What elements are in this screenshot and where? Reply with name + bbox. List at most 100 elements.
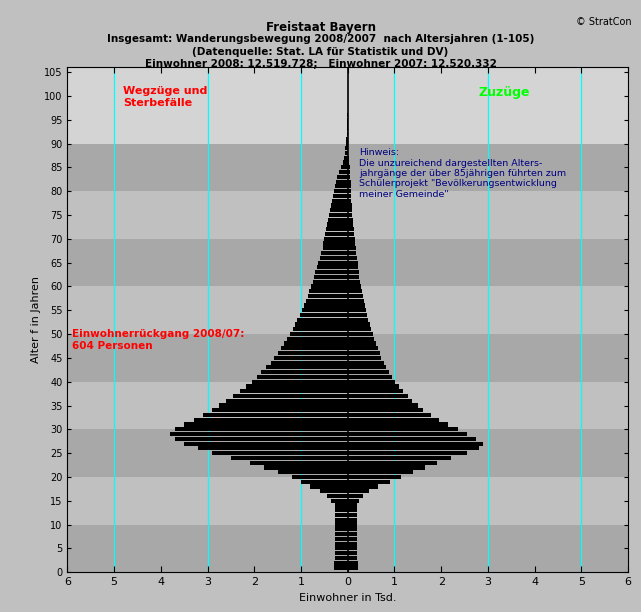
Bar bbox=[314, 275, 347, 279]
Bar bbox=[331, 203, 347, 207]
Bar bbox=[347, 484, 378, 488]
Bar bbox=[347, 203, 352, 207]
Bar bbox=[347, 394, 408, 398]
Bar bbox=[335, 523, 347, 527]
Bar bbox=[347, 370, 389, 375]
Bar bbox=[347, 427, 458, 431]
Bar bbox=[252, 379, 347, 384]
Bar bbox=[67, 477, 628, 524]
Bar bbox=[343, 160, 347, 165]
Bar bbox=[347, 308, 366, 312]
Bar bbox=[175, 427, 347, 431]
Bar bbox=[347, 194, 351, 198]
Bar bbox=[274, 356, 347, 360]
Bar bbox=[320, 256, 347, 260]
Bar bbox=[347, 261, 358, 265]
Bar bbox=[240, 389, 347, 394]
Bar bbox=[322, 246, 347, 250]
Bar bbox=[347, 465, 425, 469]
Bar bbox=[326, 227, 347, 231]
Bar bbox=[347, 365, 386, 370]
Bar bbox=[347, 175, 351, 179]
Bar bbox=[319, 261, 347, 265]
Bar bbox=[347, 418, 439, 422]
Bar bbox=[256, 375, 347, 379]
Bar bbox=[347, 470, 413, 474]
Bar bbox=[345, 151, 347, 155]
Bar bbox=[67, 191, 628, 239]
Bar bbox=[347, 289, 362, 293]
Text: (Datenquelle: Stat. LA für Statistik und DV): (Datenquelle: Stat. LA für Statistik und… bbox=[192, 47, 449, 56]
Bar bbox=[347, 227, 354, 231]
Bar bbox=[335, 518, 347, 522]
Bar bbox=[308, 294, 347, 298]
Bar bbox=[297, 318, 347, 322]
Bar bbox=[335, 504, 347, 507]
Bar bbox=[347, 398, 412, 403]
Bar bbox=[347, 537, 357, 541]
Bar bbox=[324, 237, 347, 241]
Bar bbox=[315, 270, 347, 274]
Bar bbox=[266, 365, 347, 370]
Bar bbox=[335, 542, 347, 546]
X-axis label: Einwohner in Tsd.: Einwohner in Tsd. bbox=[299, 592, 397, 603]
Bar bbox=[347, 327, 371, 331]
Bar bbox=[290, 332, 347, 336]
Bar bbox=[67, 334, 628, 382]
Bar bbox=[331, 499, 347, 503]
Bar bbox=[302, 308, 347, 312]
Bar bbox=[347, 441, 483, 446]
Bar bbox=[347, 275, 360, 279]
Bar bbox=[67, 382, 628, 430]
Bar bbox=[347, 456, 451, 460]
Bar bbox=[281, 346, 347, 351]
Bar bbox=[347, 556, 357, 560]
Bar bbox=[335, 547, 347, 551]
Text: Zuzüge: Zuzüge bbox=[479, 86, 530, 99]
Bar bbox=[249, 461, 347, 465]
Bar bbox=[337, 175, 347, 179]
Bar bbox=[347, 480, 390, 484]
Bar bbox=[347, 413, 431, 417]
Bar bbox=[292, 327, 347, 331]
Bar bbox=[347, 494, 363, 498]
Bar bbox=[347, 451, 467, 455]
Bar bbox=[347, 528, 357, 531]
Bar bbox=[346, 141, 347, 146]
Bar bbox=[335, 528, 347, 531]
Bar bbox=[347, 313, 367, 317]
Bar bbox=[347, 532, 357, 536]
Bar bbox=[347, 198, 351, 203]
Bar bbox=[175, 437, 347, 441]
Bar bbox=[219, 403, 347, 408]
Bar bbox=[284, 341, 347, 346]
Bar bbox=[347, 337, 374, 341]
Bar bbox=[326, 232, 347, 236]
Bar bbox=[170, 432, 347, 436]
Bar bbox=[347, 222, 353, 226]
Bar bbox=[347, 475, 401, 479]
Bar bbox=[335, 532, 347, 536]
Bar bbox=[335, 551, 347, 555]
Bar bbox=[310, 484, 347, 488]
Bar bbox=[335, 556, 347, 560]
Bar bbox=[278, 351, 347, 355]
Bar bbox=[347, 318, 369, 322]
Bar bbox=[328, 218, 347, 222]
Bar bbox=[347, 155, 349, 160]
Bar bbox=[194, 418, 347, 422]
Bar bbox=[347, 518, 357, 522]
Text: © StratCon: © StratCon bbox=[576, 17, 631, 27]
Bar bbox=[310, 289, 347, 293]
Bar bbox=[334, 189, 347, 193]
Bar bbox=[347, 242, 355, 245]
Bar bbox=[278, 470, 347, 474]
Bar bbox=[292, 475, 347, 479]
Bar bbox=[347, 513, 357, 517]
Bar bbox=[212, 451, 347, 455]
Bar bbox=[345, 146, 347, 151]
Bar bbox=[347, 237, 354, 241]
Bar bbox=[347, 437, 476, 441]
Bar bbox=[317, 265, 347, 269]
Bar bbox=[347, 285, 362, 288]
